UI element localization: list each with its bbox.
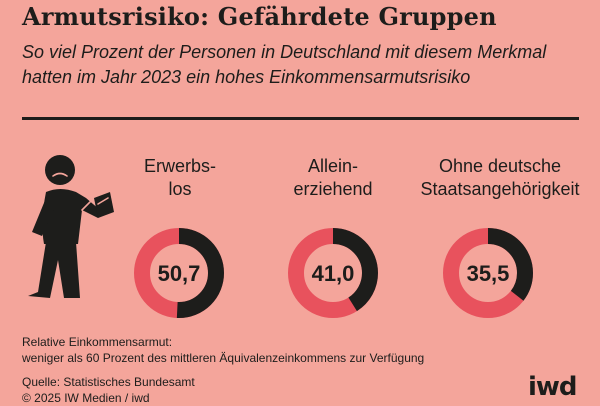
- category-label-single-parent: Allein- erziehend: [273, 155, 393, 201]
- footnote-line: Relative Einkommensarmut:: [22, 335, 173, 349]
- chart-title: Armutsrisiko: Gefährdete Gruppen: [22, 2, 497, 31]
- donut-single-parent: 41,0: [288, 228, 378, 318]
- data-label-single-parent: 41,0: [312, 261, 355, 286]
- category-label-unemployed: Erwerbs- los: [120, 155, 240, 201]
- category-label-line: Ohne deutsche: [438, 156, 562, 176]
- category-label-line: Staatsangehörigkeit: [420, 179, 580, 199]
- copyright-note: © 2025 IW Medien / iwd: [22, 391, 150, 405]
- category-label-line: Allein-: [307, 156, 359, 176]
- footnote-line: weniger als 60 Prozent des mittleren Äqu…: [22, 351, 425, 365]
- category-label-non-german: Ohne deutsche Staatsangehörigkeit: [410, 155, 590, 201]
- data-label-non-german: 35,5: [467, 261, 510, 286]
- footnote: Relative Einkommensarmut: weniger als 60…: [22, 334, 424, 366]
- donut-value-arc: [443, 228, 533, 318]
- divider-line: [22, 117, 579, 120]
- category-label-line: los: [168, 179, 192, 199]
- person-with-empty-wallet-icon: [28, 155, 114, 298]
- category-label-line: Erwerbs-: [143, 156, 216, 176]
- data-label-unemployed: 50,7: [158, 261, 201, 286]
- donut-value-arc: [288, 228, 378, 318]
- chart-subtitle: So viel Prozent der Personen in Deutschl…: [22, 42, 547, 87]
- donut-unemployed: 50,7: [134, 228, 224, 318]
- donut-non-german: 35,5: [443, 228, 533, 318]
- iwd-logo: iwd: [528, 372, 578, 402]
- category-label-line: erziehend: [293, 179, 373, 199]
- source-note: Quelle: Statistisches Bundesamt: [22, 375, 195, 389]
- donut-value-arc: [134, 228, 224, 318]
